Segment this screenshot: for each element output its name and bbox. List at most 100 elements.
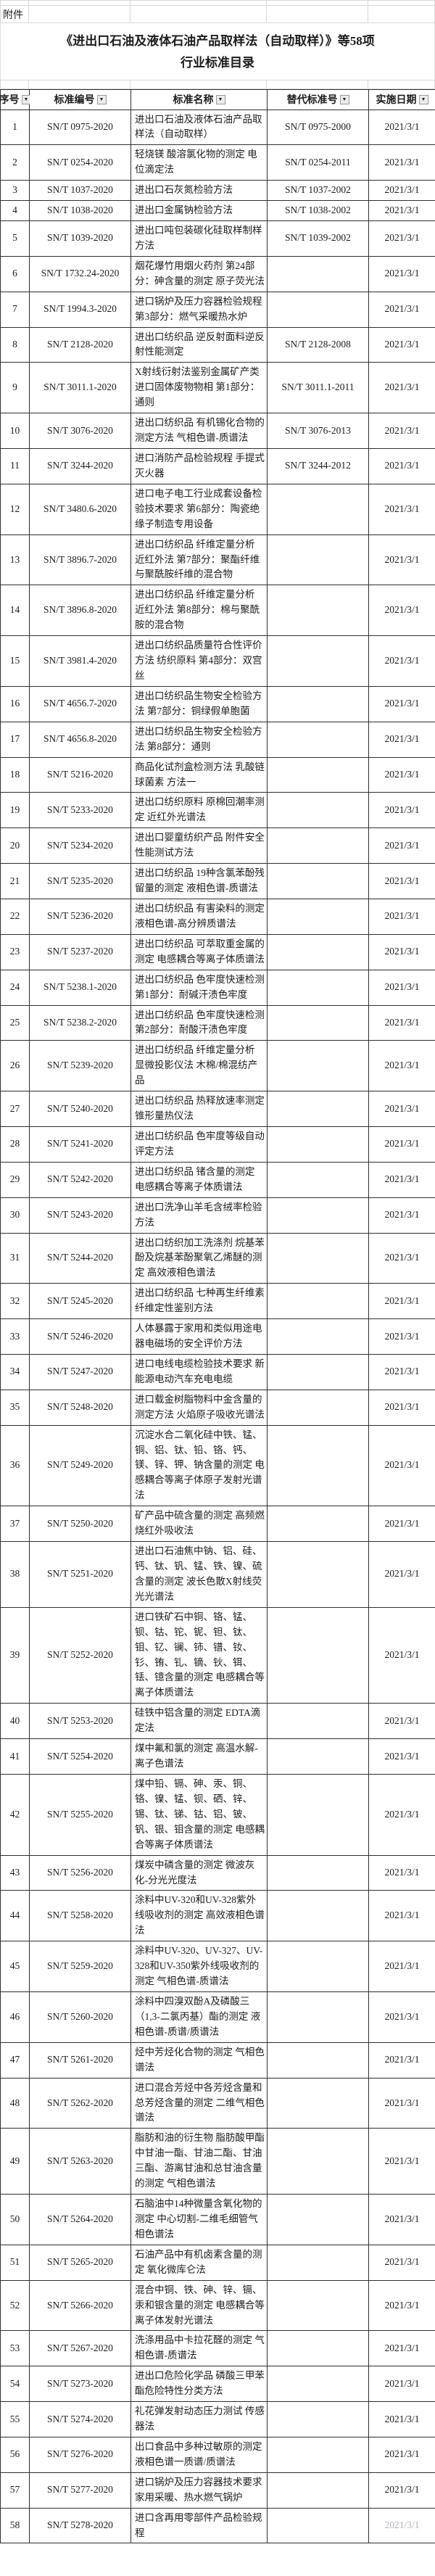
cell-replaces <box>267 1353 369 1390</box>
cell-name: 进出口纺织品 七种再生纤维素纤维定性鉴别方法 <box>130 1283 268 1320</box>
cell-date: 2021/3/1 <box>368 534 435 586</box>
table-row: 31 SN/T 5244-2020 进出口纺织加工洗涤剂 烷基苯酚及烷基苯酚聚氧乙烯… <box>0 1232 435 1284</box>
cell-no: 40 <box>0 1703 30 1740</box>
column-header-code-label: 标准编号 <box>54 95 95 106</box>
table-row: 56 SN/T 5276-2020 出口食品中多种过敏原的测定 液相色谱一质谱/质谱… <box>0 2436 435 2473</box>
cell-replaces <box>267 933 369 970</box>
cell-no: 25 <box>0 1004 30 1041</box>
filter-dropdown-icon[interactable]: ▼ <box>96 94 107 104</box>
cell-replaces <box>267 1854 369 1891</box>
table-row: 53 SN/T 5267-2020 洗涤用品中卡拉花醛的测定 气相色谱-质谱法 202… <box>0 2330 435 2367</box>
cell-replaces <box>267 1389 369 1426</box>
cell-name: 进出口纺织品 19种含氯苯酚残留量的测定 液相色谱-质谱法 <box>130 863 268 899</box>
cell-code: SN/T 1037-2020 <box>29 180 131 202</box>
cell-replaces <box>267 863 369 899</box>
column-header-code: 标准编号 ▼ <box>29 88 131 110</box>
cell-code: SN/T 5276-2020 <box>29 2436 131 2473</box>
document-title: 《进出口石油及液体石油产品取样法（自动取样）》等58项 行业标准目录 <box>0 23 435 80</box>
table-row: 16 SN/T 4656.7-2020 进出口纺织品生物安全检验方法 第7部分：铜绿… <box>0 685 435 722</box>
cell-code: SN/T 5251-2020 <box>29 1541 131 1608</box>
cell-no: 34 <box>0 1353 30 1390</box>
cell-replaces <box>267 291 369 328</box>
cell-name: 进出口石油焦中钠、铝、硅、钙、钛、钒、锰、铁、镍、硫含量的测定 波长色散X射线荧… <box>130 1541 268 1608</box>
cell-name: 进出口纺织品 热释放速率测定 锥形量热仪法 <box>130 1091 268 1127</box>
cell-no: 28 <box>0 1126 30 1163</box>
cell-replaces <box>267 2507 369 2544</box>
cell-code: SN/T 5264-2020 <box>29 2194 131 2245</box>
cell-code: SN/T 5252-2020 <box>29 1606 131 1704</box>
table-row: 50 SN/T 5264-2020 石脑油中14种微量含氧化物的测定 中心切割-二维… <box>0 2194 435 2245</box>
cell-date: 2021/3/1 <box>368 2401 435 2437</box>
cell-date: 2021/3/1 <box>368 933 435 970</box>
cell-code: SN/T 5241-2020 <box>29 1126 131 1163</box>
cell-code: SN/T 5235-2020 <box>29 863 131 899</box>
table-row: 22 SN/T 5236-2020 进出口纺织品 有害染料的测定 液相色谱-高分辨质… <box>0 898 435 935</box>
cell-no: 23 <box>0 933 30 970</box>
cell-no: 36 <box>0 1424 30 1507</box>
cell-replaces <box>267 685 369 722</box>
table-row: 2 SN/T 0254-2020 轻烧镁 酸溶氯化物的测定 电位滴定法 SN/T 02… <box>0 144 435 181</box>
cell-no: 52 <box>0 2279 30 2332</box>
cell-replaces <box>267 2244 369 2281</box>
cell-date: 2021/3/1 <box>368 1991 435 2043</box>
cell-date: 2021/3/1 <box>368 1854 435 1891</box>
cell-date: 2021/3/1 <box>368 1738 435 1775</box>
cell-replaces: SN/T 0254-2011 <box>267 144 369 181</box>
cell-date: 2021/3/1 <box>368 1424 435 1507</box>
cell-date: 2021/3/1 <box>368 144 435 181</box>
cell-replaces <box>267 2401 369 2437</box>
table-row: 32 SN/T 5245-2020 进出口纺织品 七种再生纤维素纤维定性鉴别方法 20… <box>0 1283 435 1320</box>
cell-replaces <box>267 1703 369 1740</box>
cell-name: 进出口纺织品 纤维定量分析 显微投影仪法 木棉/棉混纺产品 <box>130 1040 268 1092</box>
table-row: 58 SN/T 5278-2020 进口含再用零部件产品检验规程 2021/3/1 <box>0 2507 435 2544</box>
table-row: 30 SN/T 5243-2020 进出口洗净山羊毛含绒率检验方法 2021/3/1 <box>0 1197 435 1234</box>
table-row: 54 SN/T 5273-2020 进出口危险化学品 磷酸三甲苯酯危险特性分类方法 2… <box>0 2366 435 2403</box>
cell-name: 进出口纺织原料 原棉回潮率测定 近红外光谱法 <box>130 792 268 829</box>
cell-replaces: SN/T 3011.1-2011 <box>267 362 369 414</box>
filter-dropdown-icon[interactable]: ▼ <box>339 94 349 104</box>
cell-no: 14 <box>0 585 30 637</box>
cell-date: 2021/3/1 <box>368 1541 435 1608</box>
cell-no: 56 <box>0 2436 30 2473</box>
cell-date: 2021/3/1 <box>368 1703 435 1740</box>
cell-code: SN/T 5273-2020 <box>29 2366 131 2403</box>
table-row: 46 SN/T 5260-2020 涂料中四溴双酚A及磷酸三（1,3-二氯丙基）酯的… <box>0 1991 435 2043</box>
cell-no: 43 <box>0 1854 30 1891</box>
table-row: 51 SN/T 5265-2020 石油产品中有机卤素含量的测定 氧化微库仑法 202… <box>0 2244 435 2281</box>
cell-name: 涂料中四溴双酚A及磷酸三（1,3-二氯丙基）酯的测定 液相色谱-质谱/质谱法 <box>130 1991 268 2043</box>
cell-date: 2021/3/1 <box>368 2194 435 2245</box>
cell-date: 2021/3/1 <box>368 2279 435 2332</box>
table-header-row: 序号 ▼ 标准编号 ▼ 标准名称 ▼ 替代标准号 ▼ 实施日期 ▼ <box>0 88 435 110</box>
cell-code: SN/T 5256-2020 <box>29 1854 131 1891</box>
cell-date: 2021/3/1 <box>368 413 435 450</box>
cell-replaces <box>267 635 369 687</box>
table-row: 27 SN/T 5240-2020 进出口纺织品 热释放速率测定 锥形量热仪法 202… <box>0 1091 435 1127</box>
cell-name: 进口电线电缆检验技术要求 新能源电动汽车充电电缆 <box>130 1353 268 1390</box>
cell-no: 5 <box>0 220 30 257</box>
filter-dropdown-icon[interactable]: ▼ <box>215 94 225 104</box>
cell-no: 50 <box>0 2194 30 2245</box>
cell-name: 进口铁矿石中铜、铬、锰、钡、钴、铊、铌、钽、钛、钼、钇、镧、铈、镨、钕、钐、铕、… <box>130 1606 268 1704</box>
table-row: 24 SN/T 5238.1-2020 进出口纺织品 色牢度快速检测 第1部分：耐碱… <box>0 969 435 1006</box>
table-row: 4 SN/T 1038-2020 进出口金属钠检验方法 SN/T 1038-2002 2… <box>0 200 435 222</box>
cell-no: 38 <box>0 1541 30 1608</box>
cell-no: 41 <box>0 1738 30 1775</box>
cell-no: 21 <box>0 863 30 899</box>
cell-date: 2021/3/1 <box>368 898 435 935</box>
cell-code: SN/T 5243-2020 <box>29 1197 131 1234</box>
cell-no: 22 <box>0 898 30 935</box>
cell-replaces <box>267 585 369 637</box>
cell-date: 2021/3/1 <box>368 220 435 257</box>
cell-replaces <box>267 2279 369 2332</box>
table-row: 42 SN/T 5255-2020 煤中铅、镉、砷、汞、铜、铬、镍、锰、钡、硒、锌、… <box>0 1774 435 1856</box>
cell-date: 2021/3/1 <box>368 1197 435 1234</box>
standards-table: 序号 ▼ 标准编号 ▼ 标准名称 ▼ 替代标准号 ▼ 实施日期 ▼ 1 SN/T 0975-… <box>0 88 435 2544</box>
cell-code: SN/T 1732.24-2020 <box>29 255 131 292</box>
cell-no: 32 <box>0 1283 30 1320</box>
cell-name: 烟花爆竹用烟火药剂 第24部分：砷含量的测定 原子荧光法 <box>130 255 268 292</box>
cell-name: 进出口洗净山羊毛含绒率检验方法 <box>130 1197 268 1234</box>
cell-code: SN/T 5263-2020 <box>29 2128 131 2195</box>
cell-replaces <box>267 1091 369 1127</box>
filter-dropdown-icon[interactable]: ▼ <box>418 94 428 104</box>
cell-code: SN/T 5261-2020 <box>29 2042 131 2078</box>
